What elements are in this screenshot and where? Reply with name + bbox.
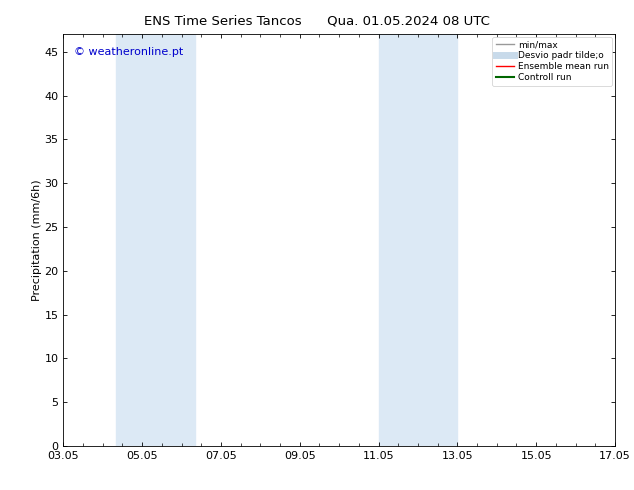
Bar <box>378 34 457 446</box>
Bar <box>116 34 195 446</box>
Y-axis label: Precipitation (mm/6h): Precipitation (mm/6h) <box>32 179 42 301</box>
Text: © weatheronline.pt: © weatheronline.pt <box>74 47 184 57</box>
Text: ENS Time Series Tancos      Qua. 01.05.2024 08 UTC: ENS Time Series Tancos Qua. 01.05.2024 0… <box>144 15 490 28</box>
Legend: min/max, Desvio padr tilde;o, Ensemble mean run, Controll run: min/max, Desvio padr tilde;o, Ensemble m… <box>493 37 612 86</box>
